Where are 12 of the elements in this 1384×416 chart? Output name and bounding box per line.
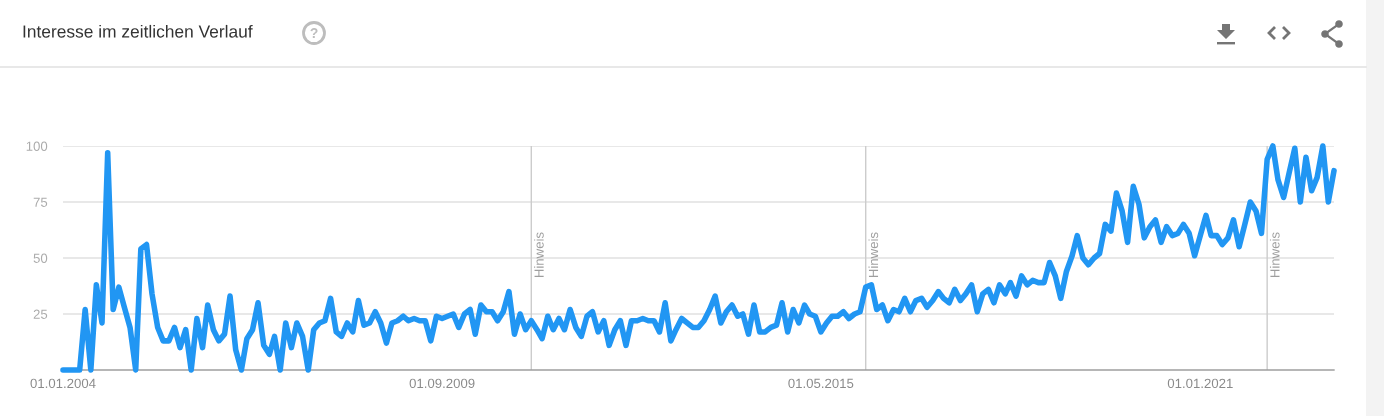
y-tick-label: 25 bbox=[33, 309, 48, 319]
x-tick-label: 01.09.2009 bbox=[409, 378, 475, 389]
ref-line-label: Hinweis bbox=[868, 232, 879, 278]
x-tick-label: 01.01.2021 bbox=[1167, 378, 1233, 389]
x-tick-label: 01.05.2015 bbox=[788, 378, 854, 389]
ref-line-label: Hinweis bbox=[534, 232, 544, 278]
chart-title: Interesse im zeitlichen Verlauf bbox=[23, 24, 253, 38]
ref-line-label: Hinweis bbox=[1269, 232, 1280, 278]
y-tick-label: 50 bbox=[33, 253, 48, 263]
y-tick-label: 100 bbox=[26, 141, 48, 151]
x-tick-label: 01.01.2004 bbox=[30, 378, 96, 389]
y-tick-label: 75 bbox=[33, 197, 48, 207]
